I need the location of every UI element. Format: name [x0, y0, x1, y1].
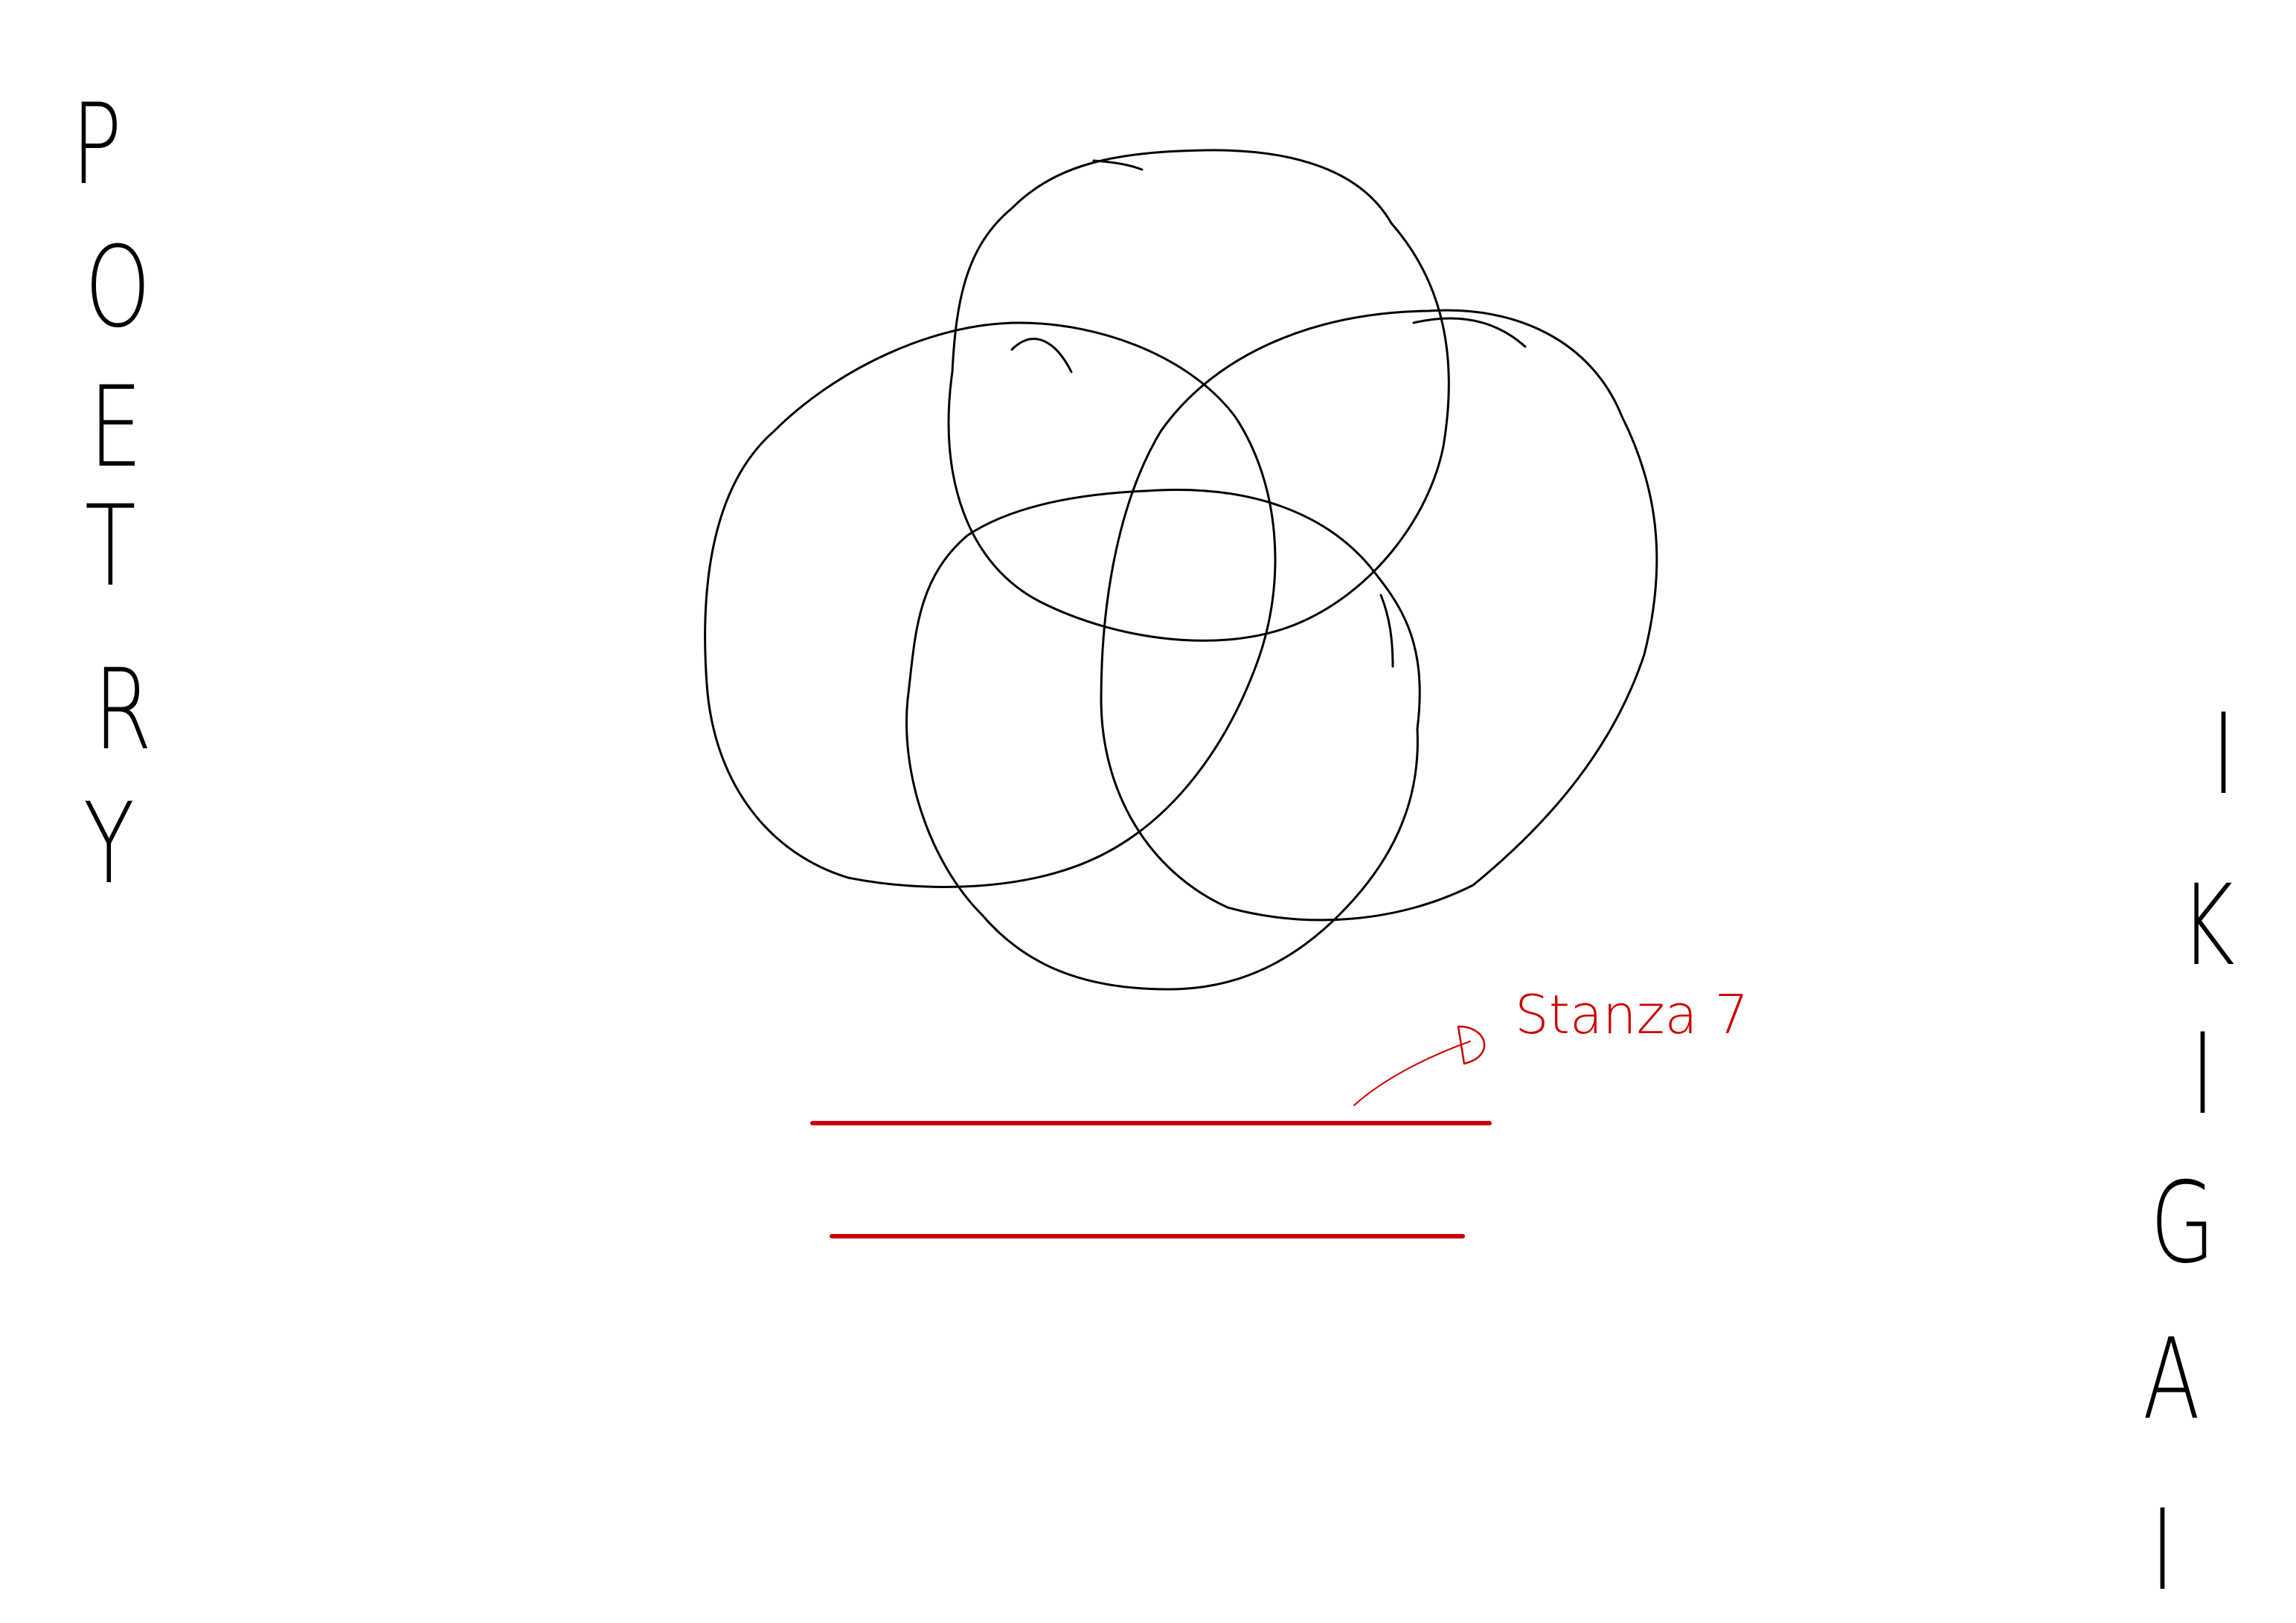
left-word-letter-1: P	[71, 80, 122, 210]
venn-circle-top-overlap-stroke	[1092, 159, 1144, 171]
left-word-letter-2: O	[85, 223, 151, 353]
left-word-letter-6: Y	[83, 780, 135, 909]
annotation-pointer	[1353, 1041, 1471, 1106]
left-word-letter-3: E	[89, 363, 143, 492]
annotation-marker	[1457, 1025, 1486, 1065]
venn-circle-left-overlap-stroke	[1010, 338, 1073, 373]
annotation-label: Stanza 7	[1515, 983, 1749, 1046]
right-word-letter-1: I	[2211, 690, 2236, 820]
right-word-letter-4: G	[2150, 1159, 2216, 1288]
venn-circle-top	[947, 149, 1450, 642]
venn-circle-left	[704, 321, 1277, 888]
venn-circle-bottom	[905, 488, 1421, 991]
right-word-letter-5: A	[2143, 1315, 2200, 1444]
venn-circle-right-overlap-stroke	[1412, 317, 1527, 348]
left-word-letter-5: R	[94, 646, 153, 775]
left-word-letter-4: T	[85, 482, 136, 611]
venn-circle-right	[1100, 309, 1658, 922]
right-word-letter-6: I	[2150, 1486, 2175, 1616]
right-word-letter-3: I	[2190, 1010, 2216, 1140]
right-word-letter-2: K	[2180, 861, 2235, 991]
venn-circle-bottom-overlap-stroke	[1379, 594, 1394, 668]
